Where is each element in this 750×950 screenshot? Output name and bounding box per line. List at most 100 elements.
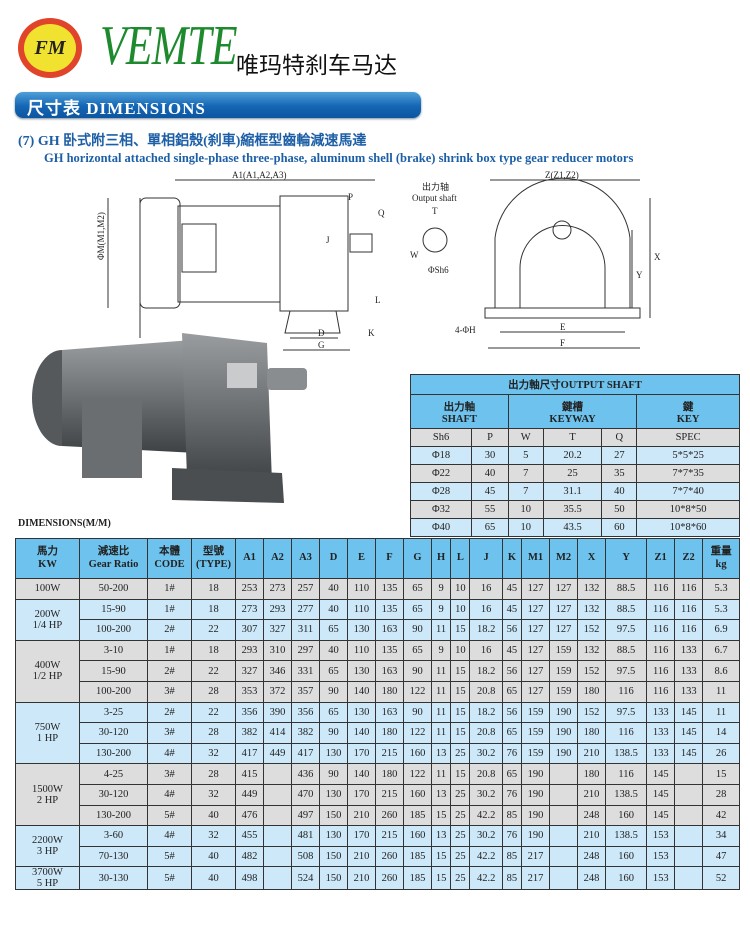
table-cell: 185: [403, 845, 432, 868]
table-cell: 130: [319, 742, 348, 765]
column-header: F: [375, 538, 404, 579]
table-cell: 163: [375, 701, 404, 724]
table-cell: 185: [403, 804, 432, 827]
label-shaft-cn: 出力轴: [422, 181, 449, 192]
table-cell: 190: [521, 825, 551, 847]
table-cell: 1#: [147, 639, 192, 662]
power-cell: 750W 1 HP: [15, 701, 80, 765]
table-cell: 10: [450, 639, 471, 662]
table-cell: 327: [235, 660, 264, 682]
table-cell: 15-90: [79, 598, 148, 621]
table-cell: 217: [521, 866, 551, 891]
table-cell: 307: [235, 619, 264, 641]
table-cell: 42.2: [469, 804, 503, 827]
column-header: A1: [235, 538, 264, 579]
table-cell: 90: [319, 680, 348, 703]
column-header: 本體 CODE: [147, 538, 192, 579]
column-header: D: [319, 538, 348, 579]
table-cell: 159: [521, 701, 551, 724]
table-cell: 45: [501, 639, 523, 662]
table-cell: 76: [501, 825, 523, 847]
table-cell: 11: [430, 722, 452, 744]
table-cell: 116: [646, 660, 676, 682]
table-cell: 210: [577, 742, 607, 765]
table-cell: 30.2: [469, 742, 503, 765]
table-cell: [263, 804, 292, 827]
table-cell: 130: [347, 660, 376, 682]
column-header: M1: [521, 538, 551, 579]
table-cell: 150: [319, 845, 348, 868]
table-cell: 127: [549, 578, 579, 600]
table-cell: 9: [430, 578, 452, 600]
table-cell: 152: [577, 660, 607, 682]
table-cell: 132: [577, 639, 607, 662]
table-cell: 18: [191, 578, 236, 600]
table-cell: 40: [601, 482, 638, 501]
table-row: 3700W 5 HP 30-130 5# 40 498 524 150 210 260 185 15 2…: [15, 866, 740, 891]
table-cell: 180: [577, 680, 607, 703]
table-cell: 15: [450, 680, 471, 703]
table-cell: 116: [646, 598, 676, 621]
table-cell: 50-200: [79, 578, 148, 600]
table-cell: [674, 763, 704, 785]
table-cell: 163: [375, 619, 404, 641]
table-cell: 22: [191, 701, 236, 724]
table-cell: 160: [403, 825, 432, 847]
table-cell: 30-120: [79, 783, 148, 806]
table-row: Φ40 65 10 43.5 60 10*8*60: [409, 518, 740, 537]
table-cell: 116: [605, 763, 648, 785]
table-cell: 356: [235, 701, 264, 724]
table-row: 130-200 4# 32 417 449 417 130 170 215 160 13 25 30.2…: [16, 742, 740, 765]
table-cell: 382: [291, 722, 320, 744]
column-header: M2: [549, 538, 579, 579]
table-cell: 190: [521, 804, 551, 827]
table-cell: 152: [577, 619, 607, 641]
table-cell: 97.5: [605, 701, 648, 724]
table-cell: 42.2: [469, 866, 503, 891]
table-cell: 135: [375, 598, 404, 621]
table-cell: 85: [501, 845, 523, 868]
table-cell: 3#: [147, 680, 192, 703]
table-cell: 133: [674, 680, 704, 703]
table-cell: 56: [501, 619, 523, 641]
section-banner: 尺寸表 DIMENSIONS: [15, 92, 421, 118]
table-cell: 10: [507, 500, 544, 519]
table-cell: 116: [646, 639, 676, 662]
table-cell: 76: [501, 783, 523, 806]
table-cell: [549, 804, 579, 827]
table-cell: 42.2: [469, 845, 503, 868]
table-cell: 15: [450, 763, 471, 785]
table-cell: 127: [521, 619, 551, 641]
table-cell: 40: [471, 464, 509, 483]
column-header: E: [347, 538, 376, 579]
table-cell: 13: [430, 742, 452, 765]
table-cell: 30.2: [469, 783, 503, 806]
table-cell: 415: [235, 763, 264, 785]
table-cell: 2#: [147, 619, 192, 641]
shaft-group-header: 鍵 KEY: [636, 394, 740, 429]
table-cell: 5.3: [702, 598, 740, 621]
table-cell: 15: [450, 619, 471, 641]
table-cell: 22: [191, 660, 236, 682]
table-cell: 135: [375, 639, 404, 662]
table-cell: 190: [521, 783, 551, 806]
table-cell: 170: [347, 783, 376, 806]
table-cell: Φ22: [409, 464, 473, 483]
product-title-cn: (7) GH 卧式附三相、單相鋁殼(刹車)縮框型齒輪減速馬達: [18, 134, 367, 149]
table-cell: 372: [263, 680, 292, 703]
table-cell: 508: [291, 845, 320, 868]
table-cell: 18: [191, 639, 236, 662]
table-cell: 293: [263, 598, 292, 621]
table-cell: Φ40: [409, 518, 473, 537]
table-cell: 130-200: [79, 804, 148, 827]
label-j: J: [326, 235, 330, 245]
table-cell: 133: [674, 639, 704, 662]
brand-logo: FM: [18, 18, 82, 78]
table-cell: 217: [521, 845, 551, 868]
table-cell: 11: [430, 763, 452, 785]
table-cell: 5#: [147, 866, 192, 891]
shaft-column-header: SPEC: [636, 428, 740, 447]
power-cell: 100W: [15, 578, 80, 600]
table-cell: 5#: [147, 845, 192, 868]
table-cell: 20.2: [542, 446, 603, 465]
